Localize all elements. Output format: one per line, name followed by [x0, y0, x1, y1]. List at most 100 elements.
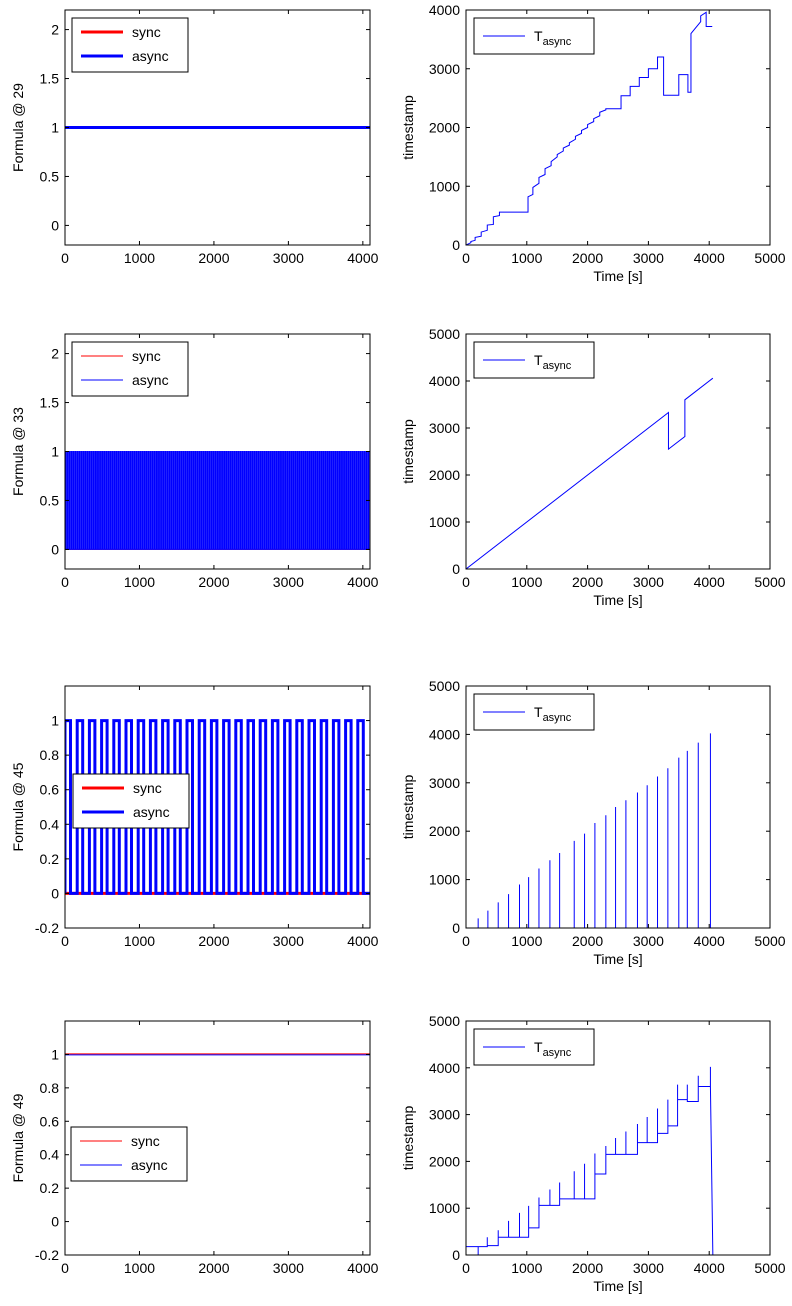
y-tick-label: 1000: [429, 514, 460, 530]
y-axis-label: timestamp: [400, 775, 416, 840]
x-tick-label: 4000: [694, 1260, 725, 1276]
x-tick-label: 5000: [754, 250, 785, 266]
y-axis-label: timestamp: [400, 419, 416, 484]
legend-box: [71, 341, 189, 397]
x-tick-label: 1000: [124, 250, 155, 266]
legend: sync async: [71, 341, 189, 397]
legend: sync async: [72, 773, 190, 829]
x-tick-label: 3000: [273, 574, 304, 590]
y-tick-label: 1.5: [40, 71, 60, 87]
y-tick-label: 5000: [429, 1013, 460, 1029]
x-tick-label: 5000: [754, 933, 785, 949]
axes-frame: [465, 685, 771, 929]
x-tick-label: 2000: [198, 933, 229, 949]
series-line-t-async: [466, 377, 714, 569]
x-tick-label: 3000: [633, 250, 664, 266]
y-tick-label: 1.5: [40, 395, 60, 411]
y-tick-label: 2: [51, 22, 59, 38]
x-tick-label: 0: [61, 574, 69, 590]
y-tick-label: 0: [51, 1214, 59, 1230]
y-tick-label: 3000: [429, 1107, 460, 1123]
x-tick-label: 3000: [633, 574, 664, 590]
series-group: [65, 451, 370, 550]
y-tick-label: 0.8: [40, 747, 60, 763]
legend-box: [70, 1126, 188, 1182]
x-tick-label: 0: [61, 1260, 69, 1276]
x-tick-label: 5000: [754, 1260, 785, 1276]
legend-entry: sync: [132, 348, 161, 364]
y-tick-label: 0: [51, 885, 59, 901]
series-group: [466, 11, 713, 245]
y-tick-label: 0.2: [40, 851, 60, 867]
x-tick-label: 1000: [511, 933, 542, 949]
x-tick-label: 0: [61, 933, 69, 949]
x-tick-label: 0: [61, 250, 69, 266]
subplot-p2: 0 1000 2000 3000 4000 5000 0 1000 2000 3000 4000 Ti…: [400, 2, 786, 284]
y-tick-label: 2000: [429, 467, 460, 483]
subplot-p3: 0 1000 2000 3000 4000 0 0.5 1 1.5 2 Formula @ 33 sy…: [10, 333, 379, 590]
y-tick-label: 4000: [429, 1060, 460, 1076]
y-tick-label: 0.4: [40, 1147, 60, 1163]
legend-entry: Tasync: [534, 704, 572, 724]
legend: Tasync: [473, 17, 595, 55]
series-line-t-async: [466, 11, 713, 245]
x-tick-label: 5000: [754, 574, 785, 590]
x-tick-label: 3000: [273, 1260, 304, 1276]
y-tick-label: 0.5: [40, 168, 60, 184]
legend-entry: async: [131, 1157, 168, 1173]
y-tick-label: 2000: [429, 1153, 460, 1169]
legend-entry: sync: [133, 780, 162, 796]
y-tick-label: 4000: [429, 2, 460, 18]
y-tick-label: -0.2: [35, 1247, 59, 1263]
y-tick-label: 0.4: [40, 816, 60, 832]
x-tick-label: 3000: [273, 933, 304, 949]
legend-entry: Tasync: [534, 28, 572, 48]
x-tick-label: 4000: [694, 933, 725, 949]
x-tick-label: 3000: [633, 1260, 664, 1276]
y-axis-label: Formula @ 33: [10, 407, 26, 496]
series-group: [466, 1066, 714, 1255]
x-tick-label: 1000: [511, 250, 542, 266]
x-tick-label: 4000: [347, 1260, 378, 1276]
x-tick-label: 2000: [198, 1260, 229, 1276]
x-tick-label: 2000: [572, 574, 603, 590]
y-axis-label: Formula @ 45: [10, 762, 26, 851]
legend-entry: Tasync: [534, 1039, 572, 1059]
x-axis-label: Time [s]: [593, 1278, 642, 1294]
y-tick-label: 1: [51, 713, 59, 729]
subplot-p8: 0 1000 2000 3000 4000 5000 0 1000 2000 3000 4000 50…: [400, 1013, 786, 1294]
axes-frame: [465, 1020, 771, 1256]
legend: sync async: [70, 1126, 188, 1182]
x-tick-label: 4000: [347, 250, 378, 266]
x-tick-label: 4000: [694, 574, 725, 590]
x-tick-label: 3000: [273, 250, 304, 266]
y-tick-label: 0: [51, 541, 59, 557]
y-tick-label: 0: [452, 1247, 460, 1263]
x-tick-label: 2000: [198, 574, 229, 590]
y-tick-label: 1: [51, 1046, 59, 1062]
series-line-async: [65, 451, 370, 550]
subplot-p1: 0 1000 2000 3000 4000 0 0.5 1 1.5 2 Formula @ 29 sy…: [10, 9, 379, 266]
y-tick-label: 3000: [429, 775, 460, 791]
legend: Tasync: [473, 341, 595, 379]
y-axis-label: timestamp: [400, 1106, 416, 1171]
legend-box: [72, 773, 190, 829]
x-tick-label: 2000: [198, 250, 229, 266]
x-tick-label: 2000: [572, 250, 603, 266]
y-tick-label: 0: [452, 237, 460, 253]
x-tick-label: 0: [462, 250, 470, 266]
subplot-p5: 0 1000 2000 3000 4000-0.200.20.40.60.81Formu…: [10, 685, 379, 949]
series-group: [65, 1053, 370, 1056]
legend: sync async: [71, 17, 189, 73]
y-tick-label: 3000: [429, 61, 460, 77]
legend-box: [71, 17, 189, 73]
axes-frame: [64, 685, 371, 929]
y-tick-label: -0.2: [35, 920, 59, 936]
y-axis-label: timestamp: [400, 95, 416, 160]
x-tick-label: 0: [462, 933, 470, 949]
x-tick-label: 4000: [347, 933, 378, 949]
y-tick-label: 5000: [429, 326, 460, 342]
x-axis-label: Time [s]: [593, 951, 642, 967]
x-tick-label: 4000: [347, 574, 378, 590]
series-line-t-async: [466, 733, 711, 928]
